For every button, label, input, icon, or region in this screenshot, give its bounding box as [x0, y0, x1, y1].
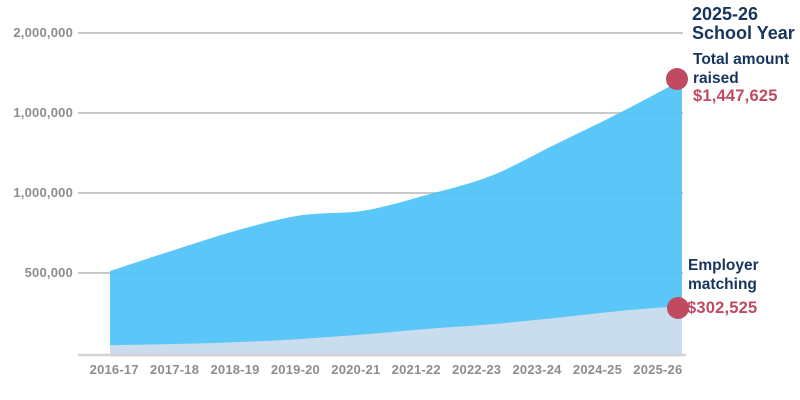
chart-title: 2025-26 School Year — [692, 4, 795, 43]
total-raised-area — [110, 80, 682, 357]
y-axis-label: 2,000,000 — [13, 25, 73, 40]
y-axis-label: 500,000 — [24, 265, 73, 280]
x-axis-label: 2024-25 — [572, 362, 622, 377]
x-axis-label: 2023-24 — [512, 362, 562, 377]
x-axis-labels: 2016-17 2017-18 2018-19 2019-20 2020-21 … — [84, 362, 688, 377]
employer-matching-value: $302,525 — [687, 299, 758, 317]
employer-matching-label: Employer matching — [688, 257, 759, 293]
total-raised-value: $1,447,625 — [693, 87, 778, 105]
x-axis-label: 2018-19 — [210, 362, 260, 377]
x-axis-label: 2022-23 — [452, 362, 502, 377]
employer-matching-area — [110, 306, 682, 357]
employer-matching-marker — [667, 297, 689, 319]
x-axis-label: 2021-22 — [391, 362, 441, 377]
x-axis-label: 2025-26 — [633, 362, 683, 377]
x-axis-label: 2019-20 — [270, 362, 320, 377]
total-raised-marker — [666, 68, 688, 90]
y-axis-label: 1,000,000 — [13, 105, 73, 120]
x-axis-label: 2017-18 — [150, 362, 200, 377]
x-axis-label: 2016-17 — [89, 362, 139, 377]
total-raised-label: Total amount raised — [693, 51, 790, 87]
x-axis-label: 2020-21 — [331, 362, 381, 377]
y-axis-label: 1,000,000 — [13, 185, 73, 200]
